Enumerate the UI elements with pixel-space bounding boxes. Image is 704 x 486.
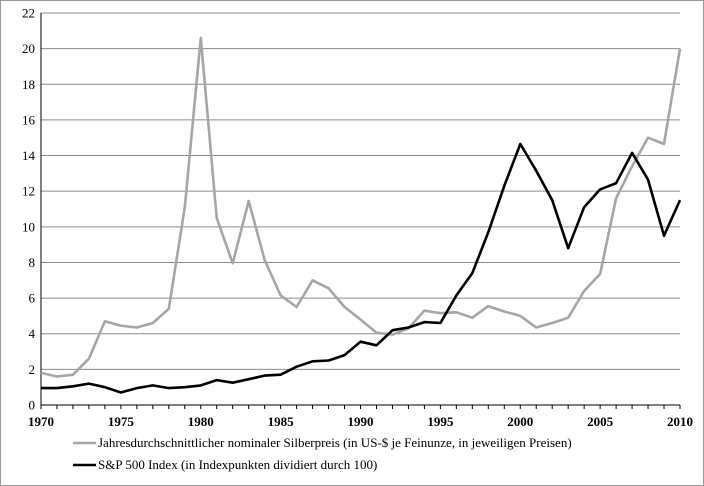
y-tick-label-16: 16: [22, 112, 36, 127]
x-tick-label-2010: 2010: [667, 414, 693, 429]
y-tick-label-14: 14: [22, 148, 36, 163]
x-tick-label-1995: 1995: [427, 414, 454, 429]
y-tick-label-4: 4: [29, 326, 36, 341]
y-axis-tick-labels: 0 2 4 6 8 10 12 14 16 18 20 22: [22, 6, 36, 413]
legend-label-0: Jahresdurchschnittlicher nominaler Silbe…: [98, 435, 572, 450]
y-tick-label-12: 12: [22, 184, 35, 199]
legend: Jahresdurchschnittlicher nominaler Silbe…: [73, 435, 572, 472]
y-tick-label-2: 2: [29, 362, 36, 377]
series-line-0: [40, 36, 682, 378]
legend-label-1: S&P 500 Index (in Indexpunkten dividiert…: [98, 457, 377, 472]
x-tick-label-1980: 1980: [188, 414, 214, 429]
x-tick-label-1985: 1985: [268, 414, 295, 429]
y-tick-label-8: 8: [29, 255, 36, 270]
y-tick-label-10: 10: [22, 219, 35, 234]
axes: [40, 13, 681, 409]
grid-lines: [41, 12, 680, 370]
y-tick-label-6: 6: [29, 291, 36, 306]
series-line-1: [41, 142, 682, 394]
y-tick-label-22: 22: [22, 6, 35, 21]
x-tick-label-1970: 1970: [28, 414, 54, 429]
x-tick-label-1990: 1990: [348, 414, 374, 429]
x-tick-label-1975: 1975: [108, 414, 135, 429]
x-axis-tick-labels: 1970 1975 1980 1985 1990 1995 2000 2005 2010: [28, 414, 693, 429]
x-tick-label-2005: 2005: [587, 414, 614, 429]
y-tick-label-20: 20: [22, 41, 35, 56]
y-tick-label-18: 18: [22, 77, 35, 92]
x-tick-label-2000: 2000: [507, 414, 533, 429]
series-lines: [40, 36, 682, 394]
y-tick-label-0: 0: [29, 398, 36, 413]
